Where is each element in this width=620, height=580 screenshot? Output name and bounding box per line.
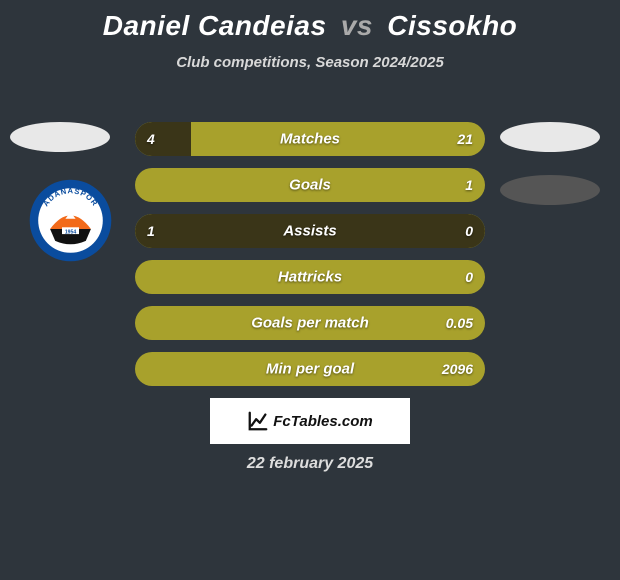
stat-label: Matches: [135, 131, 485, 148]
player1-club-logo: ADANASPOR 1954: [28, 178, 113, 263]
player1-avatar-placeholder: [10, 122, 110, 152]
subtitle: Club competitions, Season 2024/2025: [0, 54, 620, 71]
stat-right-value: 0: [465, 269, 473, 285]
player2-avatar-placeholder: [500, 122, 600, 152]
date-text: 22 february 2025: [0, 455, 620, 473]
comparison-bars: 4Matches21Goals11Assists0Hattricks0Goals…: [135, 122, 485, 398]
stat-right-value: 1: [465, 177, 473, 193]
player2-club-placeholder: [500, 175, 600, 205]
stat-row: Goals1: [135, 168, 485, 202]
comparison-title: Daniel Candeias vs Cissokho: [0, 0, 620, 42]
stat-label: Assists: [135, 223, 485, 240]
stat-row: 4Matches21: [135, 122, 485, 156]
stat-row: Min per goal2096: [135, 352, 485, 386]
stat-right-value: 0.05: [446, 315, 473, 331]
branding-text: FcTables.com: [273, 413, 372, 430]
stat-label: Goals: [135, 177, 485, 194]
vs-text: vs: [341, 10, 373, 41]
player1-name: Daniel Candeias: [103, 10, 327, 41]
stat-label: Min per goal: [135, 361, 485, 378]
stat-row: Goals per match0.05: [135, 306, 485, 340]
stat-row: Hattricks0: [135, 260, 485, 294]
club-logo-year: 1954: [65, 229, 76, 235]
player2-name: Cissokho: [387, 10, 517, 41]
stat-right-value: 0: [465, 223, 473, 239]
stat-label: Goals per match: [135, 315, 485, 332]
stat-row: 1Assists0: [135, 214, 485, 248]
stat-right-value: 21: [457, 131, 473, 147]
stat-label: Hattricks: [135, 269, 485, 286]
branding-box: FcTables.com: [210, 398, 410, 444]
stat-right-value: 2096: [442, 361, 473, 377]
branding-icon: [247, 410, 269, 432]
